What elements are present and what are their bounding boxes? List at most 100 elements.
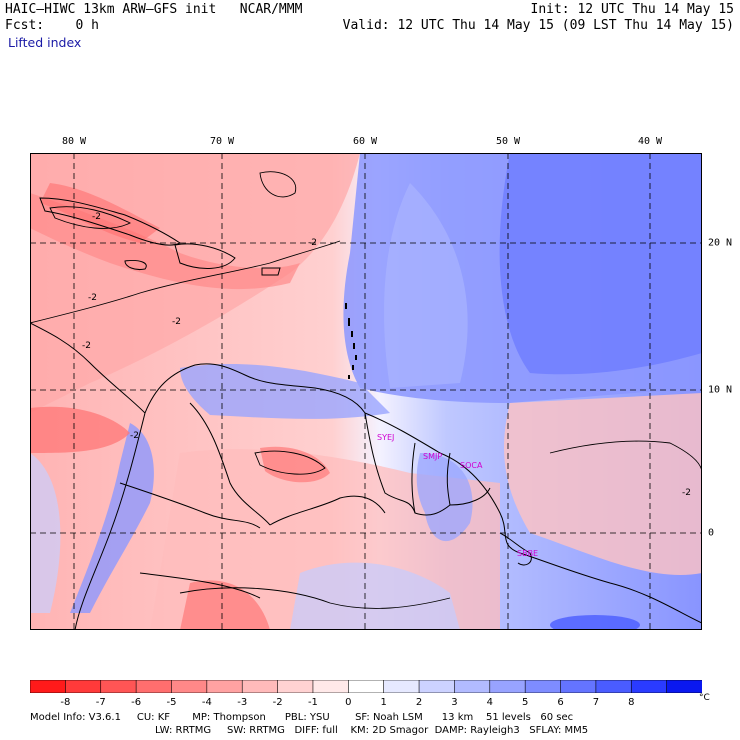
contour-label-7: -2 <box>682 488 691 498</box>
contour-label-5: -2 <box>308 238 317 248</box>
init-time: Init: 12 UTC Thu 14 May 15 <box>530 2 735 17</box>
contour-label-4: -2 <box>172 317 181 327</box>
shade-atlantic-core <box>499 153 702 375</box>
colorbar-label: 8 <box>628 697 635 708</box>
coast-hispaniola <box>174 243 236 269</box>
colorbar-swatch <box>560 680 597 693</box>
border-suriname <box>411 442 451 516</box>
colorbar-swatch <box>206 680 244 693</box>
contour-label-6: -2 <box>130 431 139 441</box>
lesser-antilles <box>345 303 357 379</box>
shade-south-atlantic <box>504 393 702 575</box>
colorbar-label: -7 <box>95 697 106 708</box>
colorbar-label: 6 <box>557 697 564 708</box>
colorbar-swatch <box>277 680 314 693</box>
colorbar-swatch <box>65 680 102 693</box>
shade-andes-stable <box>70 423 154 613</box>
colorbar-label: -5 <box>166 697 177 708</box>
lifted-index-contours <box>30 171 702 609</box>
shade-guiana-stable <box>416 453 473 542</box>
lat-label-10n: 10 N <box>708 384 733 396</box>
colorbar-swatch <box>135 680 173 693</box>
contour-north-ring <box>259 171 297 198</box>
graticule <box>30 153 702 630</box>
lon-label-80w: 80 W <box>61 136 87 147</box>
colorbar-label: 5 <box>521 697 529 708</box>
border-brazil-peru <box>139 572 261 599</box>
colorbar-swatch <box>312 680 350 693</box>
colorbar-swatch <box>524 680 562 693</box>
coast-puerto-rico <box>261 267 281 276</box>
colorbar-swatch <box>348 680 385 693</box>
shade-pacific-red <box>30 406 130 453</box>
border-fr-guiana <box>446 452 491 506</box>
map-frame <box>30 153 702 630</box>
contour-label-2: -2 <box>88 293 97 303</box>
plot-title: HAIC–HIWC 13km ARW–GFS init NCAR/MMM <box>5 2 303 17</box>
lon-label-70w: 70 W <box>209 136 235 147</box>
colorbar-label: 3 <box>451 697 458 708</box>
coast-central-america <box>30 322 146 414</box>
colorbar-swatch <box>489 680 526 693</box>
colorbar-unit: °C <box>699 693 710 703</box>
coast-south-america <box>144 363 702 624</box>
lat-label-20n: 20 N <box>708 237 733 249</box>
lon-label-50w: 50 W <box>495 136 521 147</box>
coast-jamaica <box>124 260 147 270</box>
lon-label-60w: 60 W <box>352 136 378 147</box>
station-smjp: SMJP <box>423 452 442 461</box>
lon-label-40w: 40 W <box>637 136 663 147</box>
station-soca: SOCA <box>460 461 483 470</box>
shade-south-red <box>180 580 270 630</box>
colorbar-swatch <box>241 680 279 693</box>
colorbar-label: -8 <box>60 697 71 708</box>
colorbar-label: -3 <box>237 697 248 708</box>
forecast-hour: Fcst: 0 h <box>5 18 99 33</box>
colorbar-swatch <box>595 680 633 693</box>
colorbar-swatch <box>383 680 420 693</box>
shade-atlantic-east <box>384 183 468 388</box>
shade-south-blue-spot <box>550 615 640 630</box>
border-colombia-peru <box>119 482 261 529</box>
coastlines <box>30 197 702 630</box>
colorbar <box>30 680 702 693</box>
station-sbbe: SBBE <box>517 549 538 558</box>
colorbar-label: 1 <box>380 697 387 708</box>
colorbar-label: -6 <box>131 697 142 708</box>
contour-label-3: -2 <box>82 341 91 351</box>
colorbar-label: 2 <box>415 697 423 708</box>
colorbar-swatch <box>30 680 67 693</box>
shade-amazon-blue-patch <box>290 562 460 630</box>
colorbar-label: 7 <box>592 697 600 708</box>
colorbar-swatch <box>100 680 137 693</box>
lifted-index-map: SYEJ SMJP SOCA SBBE -2 -2 -2 -2 -2 -2 -2 <box>30 153 702 630</box>
border-venezuela-colombia <box>189 402 271 526</box>
colorbar-swatch <box>630 680 668 693</box>
model-info-line-1: Model Info: V3.6.1 CU: KF MP: Thompson P… <box>30 712 574 723</box>
colorbar-swatch <box>418 680 456 693</box>
contour-venezuela <box>254 450 326 475</box>
contour-cuba-ring <box>49 206 132 229</box>
colorbar-label: 4 <box>486 697 493 708</box>
colorbar-label: -1 <box>307 697 318 708</box>
coast-cuba <box>39 197 181 246</box>
contour-caribbean <box>30 240 341 324</box>
shade-southern-caribbean <box>180 363 390 419</box>
colorbar-label: -2 <box>272 697 283 708</box>
colorbar-label: -4 <box>201 697 212 708</box>
colorbar-swatch <box>171 680 208 693</box>
border-venezuela-brazil <box>269 495 386 526</box>
station-syej: SYEJ <box>377 433 394 442</box>
coast-amazon-delta <box>499 532 532 566</box>
valid-time: Valid: 12 UTC Thu 14 May 15 (09 LST Thu … <box>342 18 734 33</box>
colorbar-label: 0 <box>345 697 352 708</box>
contour-amazon <box>179 587 451 609</box>
model-info-line-2: LW: RRTMG SW: RRTMG DIFF: full KM: 2D Sm… <box>155 725 589 736</box>
field-name: Lifted index <box>8 35 82 50</box>
lat-label-equator: 0 <box>708 527 715 539</box>
shade-cuba-west <box>40 183 160 243</box>
colorbar-swatch <box>454 680 491 693</box>
colorbar-swatch <box>666 680 702 693</box>
border-guyana <box>364 412 416 514</box>
contour-south-atlantic <box>549 440 702 474</box>
